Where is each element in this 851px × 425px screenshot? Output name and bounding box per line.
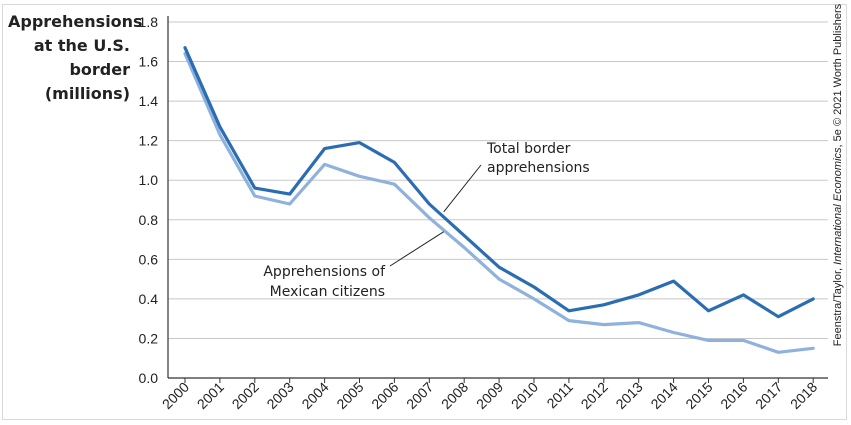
x-tick-label: 2018	[787, 379, 820, 412]
series-line-mexican-citizens	[183, 51, 815, 354]
y-tick-labels: 0.0 0.2 0.4 0.6 0.8 1.0 1.2 1.4 1.6 1.8	[139, 14, 159, 386]
y-tick-label: 0.6	[139, 251, 159, 267]
x-tick-label: 2003	[263, 379, 296, 412]
total-series-label: Total border	[486, 141, 571, 157]
gridlines	[167, 16, 828, 379]
x-tick-label: 2013	[612, 379, 645, 412]
x-tick-label: 2009	[473, 379, 506, 412]
x-tick-label: 2012	[578, 379, 611, 412]
series-line-total	[183, 46, 815, 319]
x-tick-label: 2004	[298, 379, 331, 412]
x-tick-label: 2017	[752, 379, 785, 412]
x-tick-label: 2005	[333, 379, 366, 412]
mexican-series-label: Apprehensions of	[263, 264, 386, 280]
y-tick-label: 0.4	[139, 291, 159, 307]
y-axis-title-line-4: (millions)	[44, 84, 130, 103]
y-axis-title-line-2: at the U.S.	[33, 36, 130, 55]
mexican-series-label: Mexican citizens	[270, 284, 385, 300]
x-tick-label: 2016	[717, 379, 750, 412]
y-tick-label: 0.8	[139, 212, 159, 228]
x-tick-label: 2008	[438, 379, 471, 412]
x-tick-label: 2001	[194, 379, 227, 412]
y-tick-label: 1.2	[139, 133, 159, 149]
y-tick-label: 1.4	[139, 93, 159, 109]
x-tick-label: 2014	[647, 379, 680, 412]
y-axis-title: Apprehensions at the U.S. border (millio…	[8, 10, 143, 106]
y-tick-label: 0.0	[139, 370, 159, 386]
x-tick-label: 2015	[682, 379, 715, 412]
series-annotations: Total border apprehensions Apprehensions o…	[263, 141, 589, 300]
x-tick-label: 2010	[508, 379, 541, 412]
x-tick-labels: 2000 2001 2002 2003 2004 2005 2006 2007 2008 2009…	[159, 378, 820, 412]
x-tick-label: 2006	[368, 379, 401, 412]
x-tick-label: 2007	[403, 379, 436, 412]
total-series-leader-line	[443, 164, 482, 213]
x-tick-label: 2011	[543, 379, 576, 412]
chart-frame	[2, 4, 847, 420]
y-tick-label: 1.0	[139, 172, 159, 188]
x-tick-label: 2000	[159, 379, 192, 412]
y-axis-title-line-3: border	[69, 60, 130, 79]
series-lines	[183, 46, 815, 354]
y-tick-label: 1.6	[139, 54, 159, 70]
total-series-label: apprehensions	[487, 160, 590, 176]
x-tick-label: 2002	[229, 379, 262, 412]
mexican-series-leader-line	[389, 231, 445, 267]
y-axis-title-line-1: Apprehensions	[8, 12, 143, 31]
y-tick-label: 0.2	[139, 330, 159, 346]
y-tick-label: 1.8	[139, 14, 159, 30]
